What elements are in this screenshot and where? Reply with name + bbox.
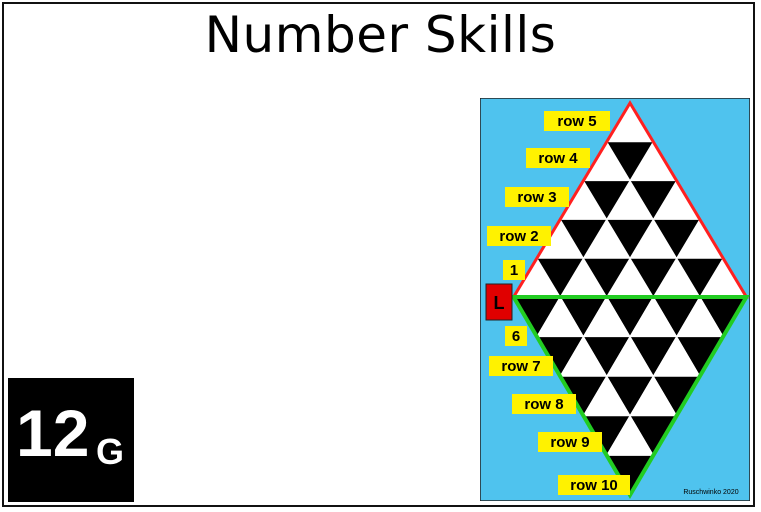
left-marker-text: L — [494, 293, 505, 313]
row-label-1-text: 1 — [510, 262, 518, 279]
row-label-2-text: row 2 — [499, 228, 538, 245]
row-label-3-text: row 3 — [517, 189, 556, 206]
down-triangle — [629, 257, 678, 298]
down-triangle — [605, 218, 655, 260]
badge-number: 12 — [16, 396, 90, 470]
row-label-3: row 3 — [505, 187, 569, 207]
row-label-6: 6 — [505, 326, 527, 346]
down-triangle — [582, 180, 631, 221]
row-label-10-text: row 10 — [570, 477, 618, 494]
down-triangle — [629, 180, 678, 221]
row-label-2: row 2 — [487, 226, 551, 246]
down-triangle — [536, 257, 585, 298]
row-label-10: row 10 — [558, 475, 630, 495]
row-label-7-text: row 7 — [501, 358, 540, 375]
row-label-1: 1 — [503, 260, 525, 280]
row-label-9-text: row 9 — [550, 434, 589, 451]
left-marker: L — [485, 283, 513, 321]
row-label-7: row 7 — [489, 356, 553, 376]
badge-letter: G — [96, 431, 125, 472]
row-label-5-text: row 5 — [557, 113, 596, 130]
credit-text: Ruschwinko 2020 — [683, 489, 738, 496]
page-title: Number Skills — [204, 6, 557, 64]
down-triangle — [675, 257, 724, 298]
triangle-diamond-diagram: row 5 row 4 row 3 row 2 1 L 6 row 7 row … — [480, 98, 750, 501]
row-label-9: row 9 — [538, 432, 602, 452]
row-label-8-text: row 8 — [524, 396, 563, 413]
down-triangle — [559, 218, 608, 260]
down-triangle — [605, 141, 655, 182]
row-label-6-text: 6 — [512, 328, 520, 345]
row-label-4-text: row 4 — [538, 150, 578, 167]
down-triangle — [652, 218, 701, 260]
down-triangle — [582, 257, 631, 298]
row-label-5: row 5 — [544, 111, 610, 131]
level-badge: 12 G — [8, 378, 134, 502]
row-label-8: row 8 — [512, 394, 576, 414]
row-label-4: row 4 — [526, 148, 590, 168]
page-frame — [2, 2, 755, 507]
triangle-grid — [512, 102, 748, 496]
